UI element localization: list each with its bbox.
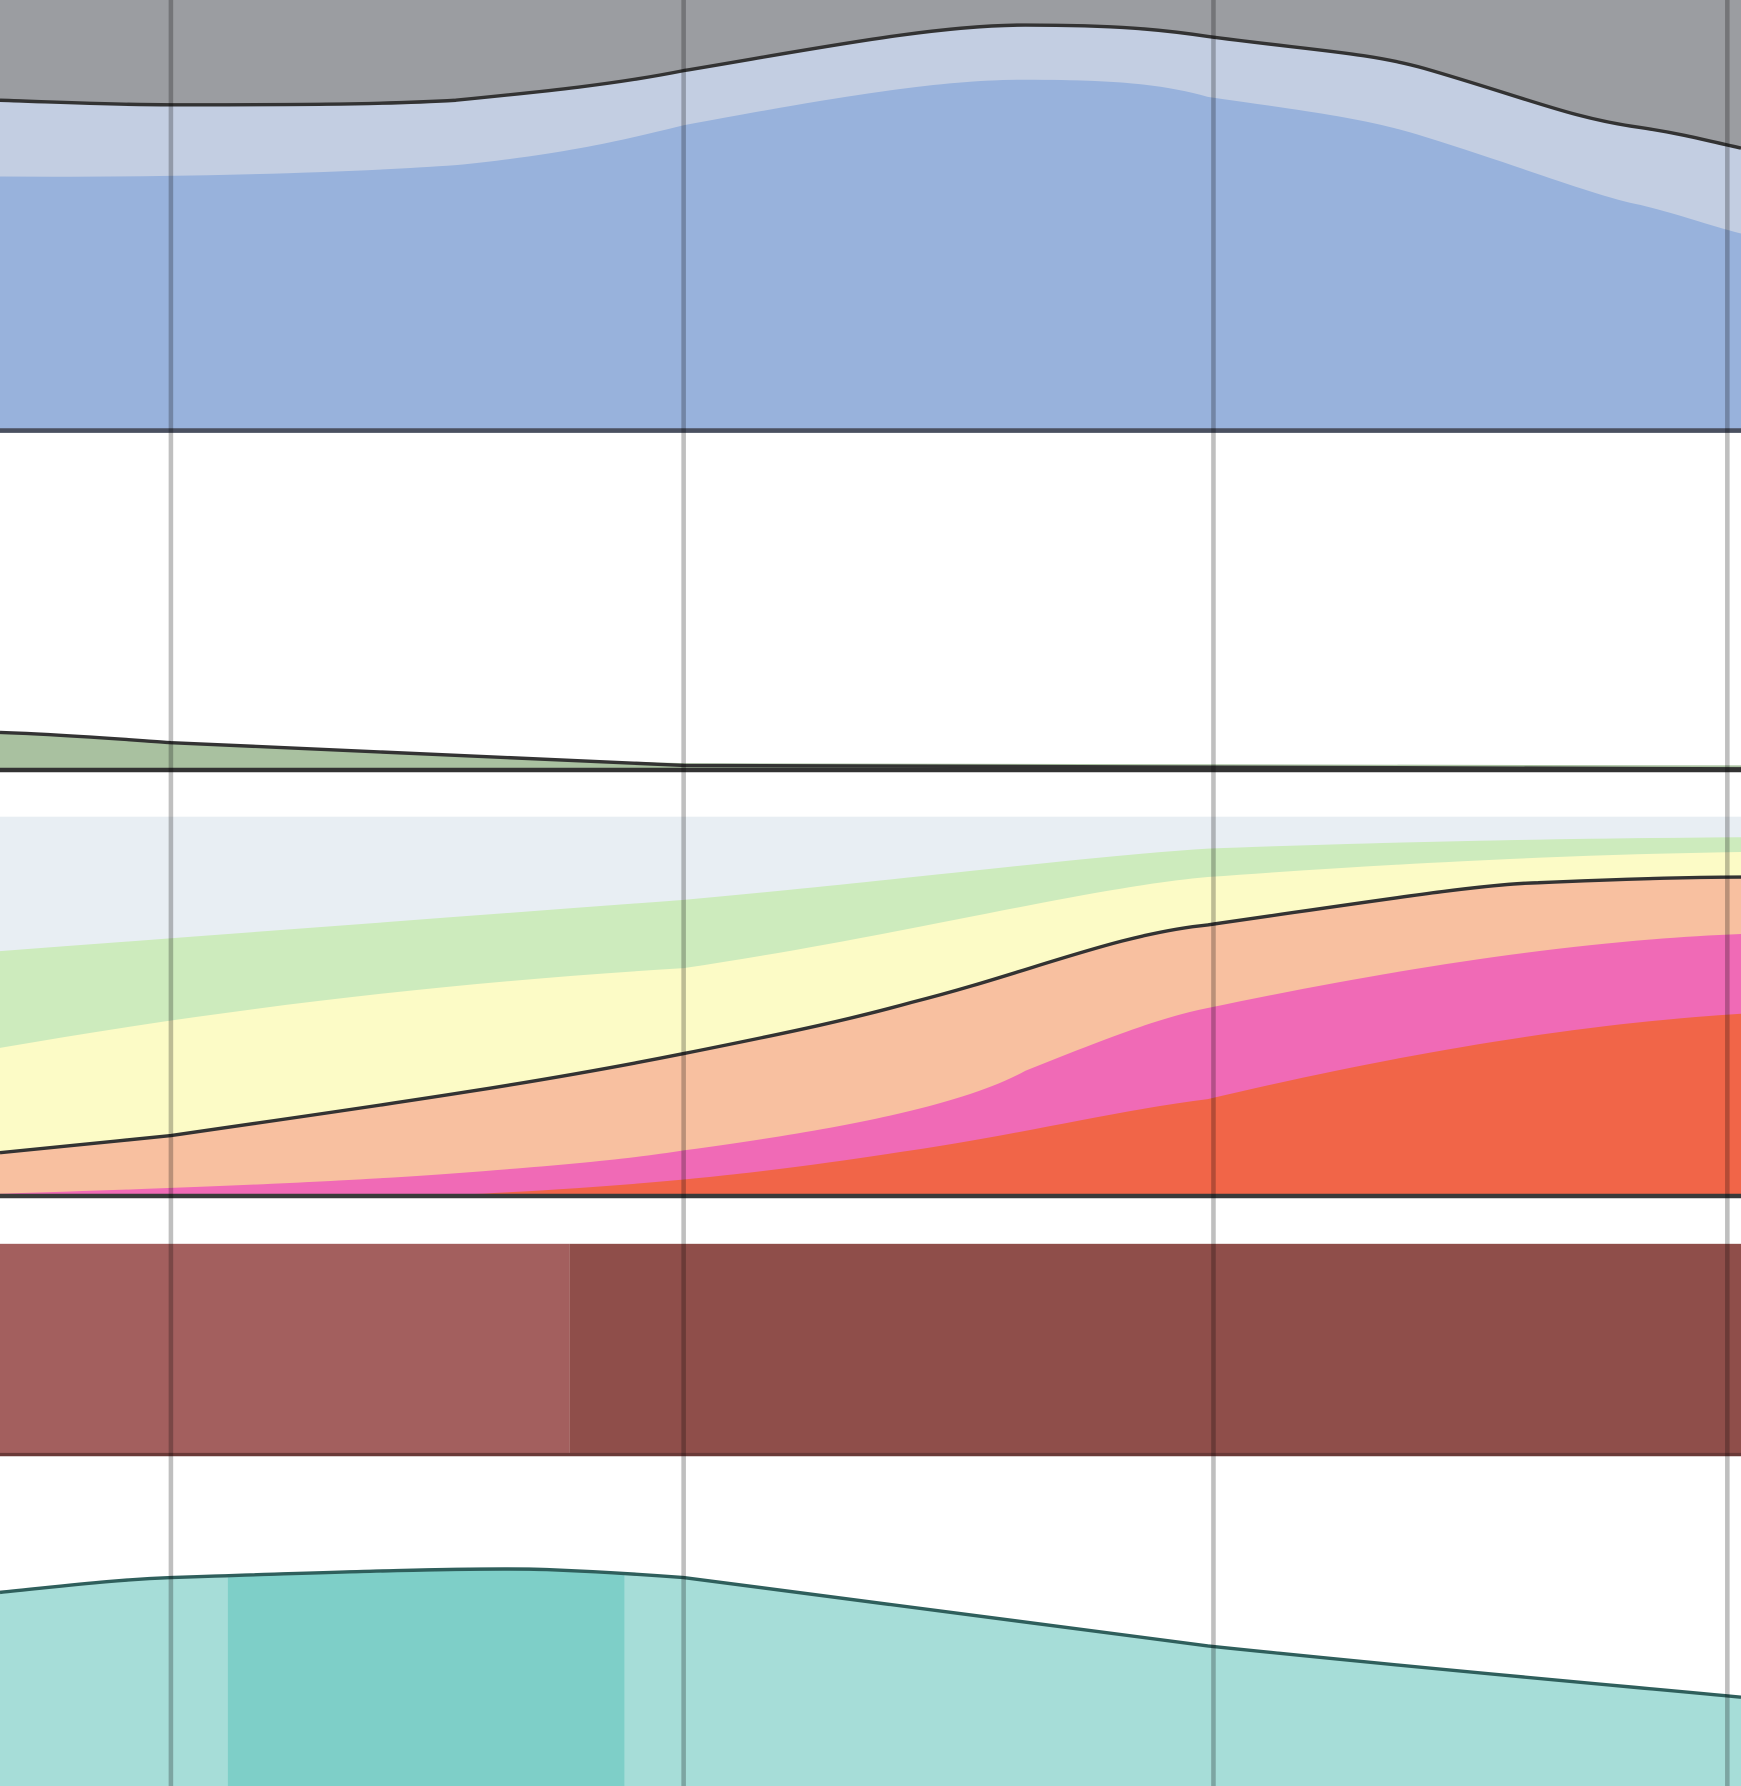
top-line	[0, 23, 1741, 150]
green-line	[0, 730, 1741, 771]
red-layer	[455, 1013, 1741, 1196]
teal-line	[0, 1567, 1741, 1699]
green-area	[0, 732, 1741, 769]
band-left	[0, 1243, 570, 1455]
teal-highlight	[227, 1568, 625, 1786]
blue-area	[0, 79, 1741, 431]
band-right	[569, 1243, 1741, 1455]
boundary-line	[0, 875, 1741, 1155]
grid	[168, 0, 1730, 1786]
